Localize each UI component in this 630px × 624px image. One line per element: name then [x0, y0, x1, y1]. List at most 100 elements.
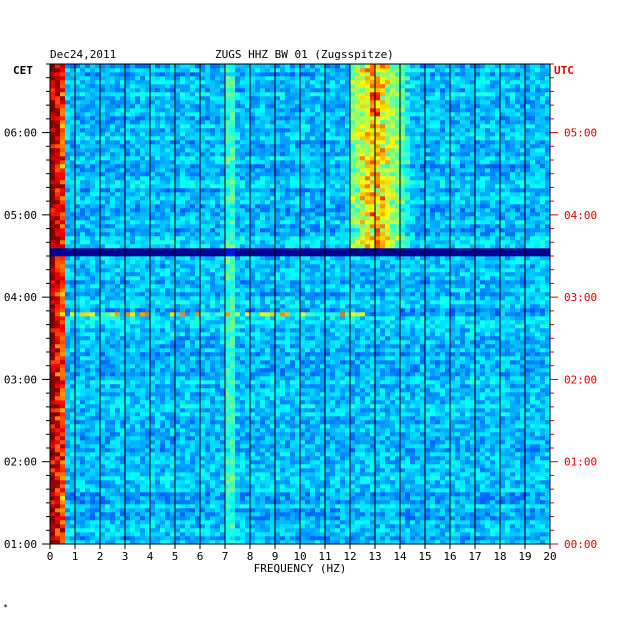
spectrogram-cell — [60, 400, 66, 405]
spectrogram-cell — [465, 496, 471, 501]
spectrogram-cell — [380, 508, 386, 513]
spectrogram-cell — [210, 492, 216, 497]
spectrogram-cell — [340, 452, 346, 457]
spectrogram-cell — [390, 444, 396, 449]
spectrogram-cell — [235, 484, 241, 489]
spectrogram-cell — [365, 428, 371, 433]
spectrogram-cell — [175, 492, 181, 497]
spectrogram-cell — [320, 480, 326, 485]
spectrogram-cell — [290, 380, 296, 385]
spectrogram-cell — [65, 452, 71, 457]
spectrogram-cell — [275, 536, 281, 541]
spectrogram-cell — [90, 348, 96, 353]
spectrogram-cell — [355, 484, 361, 489]
spectrogram-cell — [500, 344, 506, 349]
spectrogram-cell — [265, 360, 271, 365]
spectrogram-cell — [245, 452, 251, 457]
spectrogram-cell — [215, 456, 221, 461]
spectrogram-cell — [350, 528, 356, 533]
spectrogram-cell — [275, 472, 281, 477]
spectrogram-cell — [500, 420, 506, 425]
spectrogram-cell — [155, 432, 161, 437]
spectrogram-cell — [265, 536, 271, 541]
spectrogram-cell — [250, 360, 256, 365]
spectrogram-cell — [545, 348, 551, 353]
spectrogram-cell — [305, 356, 311, 361]
spectrogram-cell — [375, 456, 381, 461]
spectrogram-cell — [315, 428, 321, 433]
spectrogram-cell — [355, 448, 361, 453]
spectrogram-cell — [465, 436, 471, 441]
spectrogram-cell — [265, 472, 271, 477]
spectrogram-cell — [370, 416, 376, 421]
spectrogram-cell — [85, 456, 91, 461]
spectrogram-cell — [140, 392, 146, 397]
spectrogram-cell — [400, 356, 406, 361]
spectrogram-cell — [240, 524, 246, 529]
spectrogram-cell — [500, 500, 506, 505]
spectrogram-cell — [60, 460, 66, 465]
spectrogram-cell — [375, 360, 381, 365]
spectrogram-cell — [100, 412, 106, 417]
spectrogram-cell — [485, 508, 491, 513]
spectrogram-cell — [465, 408, 471, 413]
chart-title: ZUGS HHZ BW 01 (Zugsspitze) — [215, 48, 394, 61]
spectrogram-cell — [300, 528, 306, 533]
spectrogram-cell — [100, 440, 106, 445]
spectrogram-cell — [285, 496, 291, 501]
spectrogram-cell — [355, 380, 361, 385]
spectrogram-cell — [75, 348, 81, 353]
spectrogram-cell — [470, 488, 476, 493]
spectrogram-cell — [90, 412, 96, 417]
spectrogram-cell — [145, 388, 151, 393]
spectrogram-cell — [330, 364, 336, 369]
spectrogram-cell — [260, 524, 266, 529]
spectrogram-cell — [145, 528, 151, 533]
spectrogram-cell — [90, 420, 96, 425]
spectrogram-cell — [125, 368, 131, 373]
spectrogram-cell — [515, 456, 521, 461]
spectrogram-cell — [240, 436, 246, 441]
spectrogram-cell — [235, 456, 241, 461]
spectrogram-cell — [490, 536, 496, 541]
spectrogram-cell — [90, 536, 96, 541]
spectrogram-cell — [370, 488, 376, 493]
spectrogram-cell — [445, 512, 451, 517]
spectrogram-cell — [265, 372, 271, 377]
spectrogram-cell — [240, 508, 246, 513]
spectrogram-cell — [165, 452, 171, 457]
spectrogram-cell — [230, 344, 236, 349]
spectrogram-cell — [500, 452, 506, 457]
spectrogram-cell — [190, 540, 196, 545]
spectrogram-cell — [415, 492, 421, 497]
spectrogram-cell — [450, 368, 456, 373]
spectrogram-cell — [530, 504, 536, 509]
spectrogram-cell — [345, 528, 351, 533]
spectrogram-cell — [210, 348, 216, 353]
spectrogram-cell — [435, 500, 441, 505]
spectrogram-cell — [410, 404, 416, 409]
spectrogram-cell — [515, 528, 521, 533]
spectrogram-cell — [155, 524, 161, 529]
spectrogram-cell — [445, 376, 451, 381]
spectrogram-cell — [100, 524, 106, 529]
spectrogram-cell — [460, 364, 466, 369]
spectrogram-cell — [230, 432, 236, 437]
spectrogram-cell — [250, 520, 256, 525]
spectrogram-cell — [315, 532, 321, 537]
spectrogram-cell — [225, 492, 231, 497]
spectrogram-cell — [345, 496, 351, 501]
spectrogram-cell — [185, 372, 191, 377]
spectrogram-cell — [455, 524, 461, 529]
spectrogram-cell — [520, 376, 526, 381]
spectrogram-cell — [150, 440, 156, 445]
spectrogram-cell — [175, 400, 181, 405]
spectrogram-cell — [485, 500, 491, 505]
spectrogram-cell — [375, 476, 381, 481]
spectrogram-cell — [190, 348, 196, 353]
spectrogram-cell — [375, 416, 381, 421]
spectrogram-cell — [445, 412, 451, 417]
spectrogram-cell — [260, 484, 266, 489]
spectrogram-cell — [235, 504, 241, 509]
spectrogram-cell — [150, 404, 156, 409]
